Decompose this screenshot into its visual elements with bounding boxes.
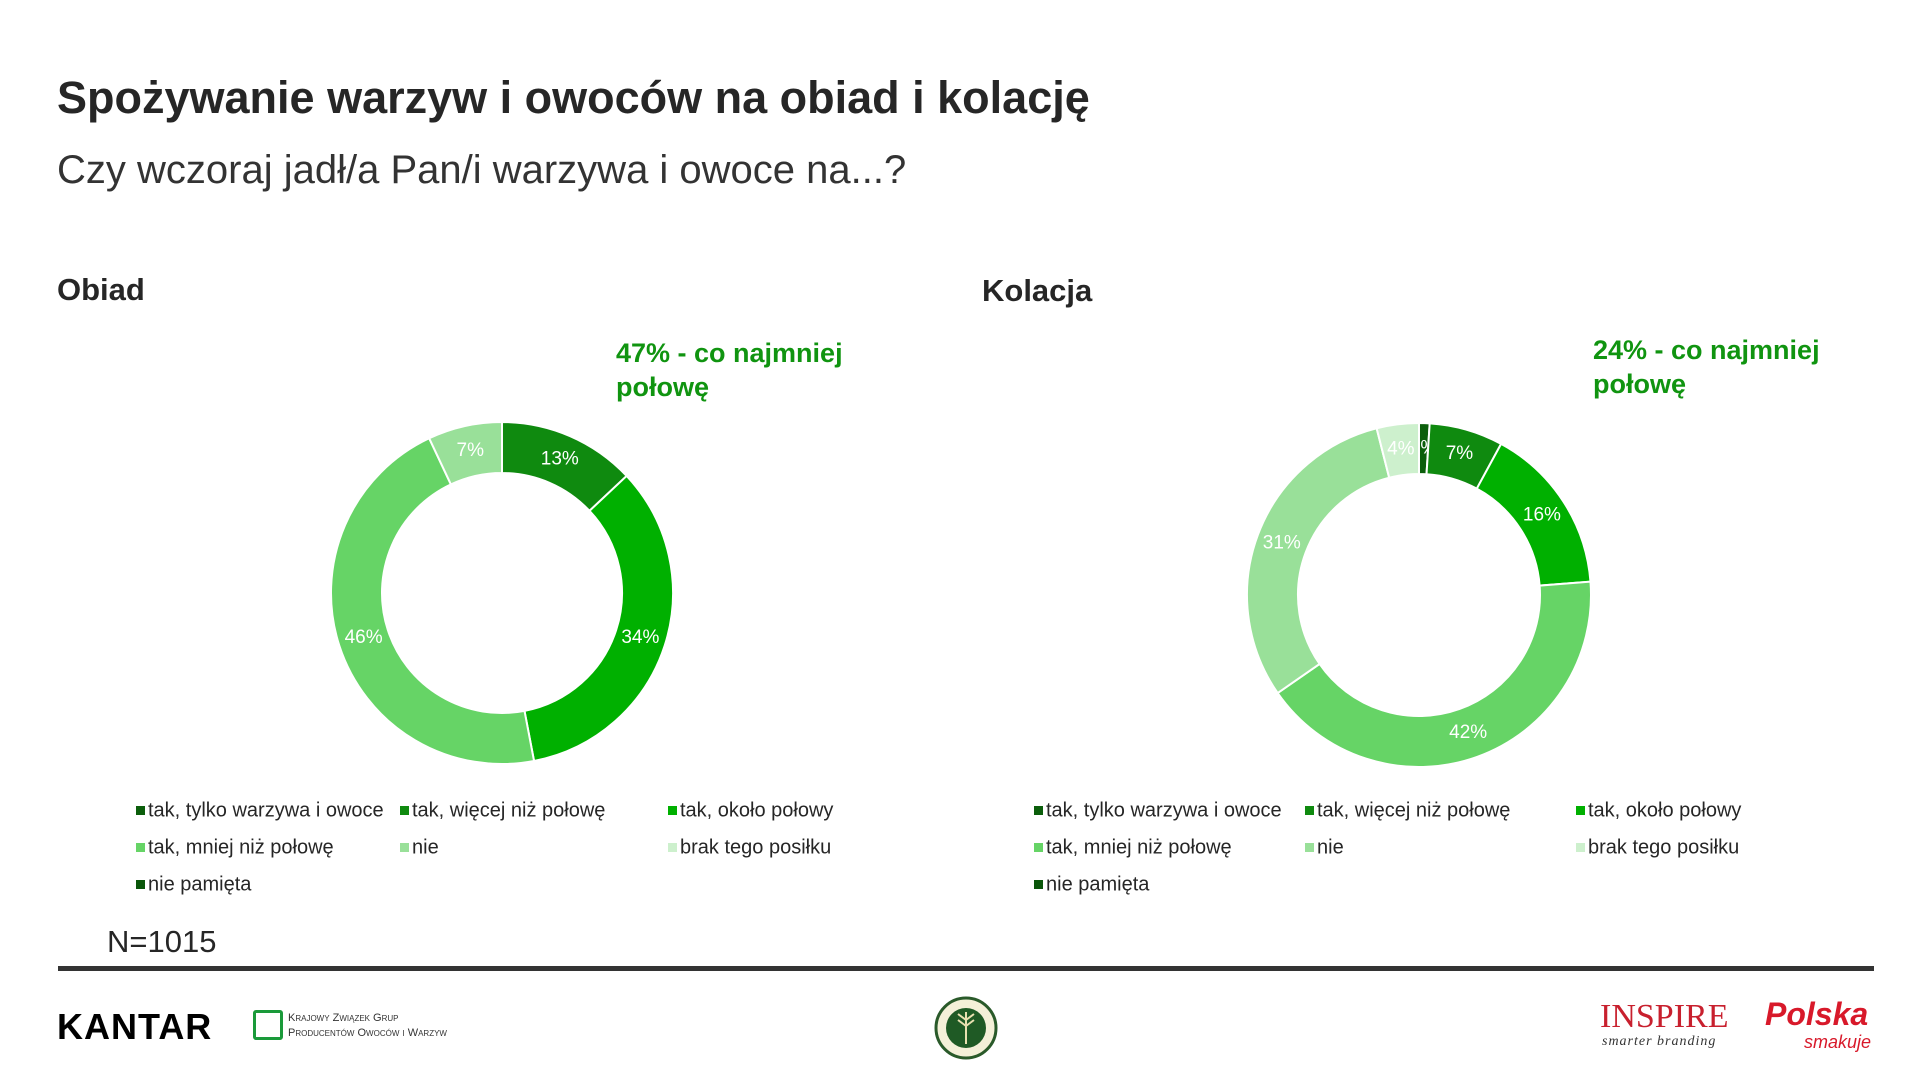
inspire-logo: INSPIRE — [1600, 998, 1729, 1035]
legend-swatch — [1576, 806, 1585, 815]
emblem-wheat — [957, 1012, 975, 1044]
legend-swatch — [1305, 843, 1314, 852]
legend-label: nie — [1317, 836, 1344, 858]
chart-title: Kolacja — [982, 273, 1093, 308]
legend-swatch — [136, 806, 145, 815]
kantar-logo: KANTAR — [57, 1006, 213, 1047]
data-label: 7% — [457, 440, 485, 461]
legend-label: tak, więcej niż połowę — [412, 799, 605, 821]
data-label: 4% — [1387, 439, 1415, 460]
data-label: 42% — [1449, 722, 1487, 743]
legend-label: tak, mniej niż połowę — [1046, 836, 1232, 858]
legend-swatch — [668, 843, 677, 852]
legend-label: tak, mniej niż połowę — [148, 836, 334, 858]
kzgpow-icon — [253, 1010, 283, 1040]
legend-swatch — [668, 806, 677, 815]
kzgpow-logo: Krajowy Związek Grup Producentów Owoców … — [288, 1011, 447, 1041]
kzgpow-line: Producentów Owoców i Warzyw — [288, 1027, 447, 1039]
legend-label: tak, więcej niż połowę — [1317, 799, 1510, 821]
donut-segment — [1276, 580, 1592, 768]
sample-note: N=1015 — [107, 924, 217, 959]
legend-label: tak, około połowy — [680, 799, 833, 821]
legend-swatch — [136, 880, 145, 889]
donut-segment — [427, 420, 503, 486]
annotation: 47% - co najmniej połowę — [616, 338, 843, 402]
legend-swatch — [1034, 880, 1043, 889]
divider — [58, 966, 1874, 971]
data-label: 46% — [345, 627, 383, 648]
donut-segment — [1246, 427, 1391, 695]
annotation: 24% - co najmniej połowę — [1593, 335, 1820, 399]
legend-swatch — [1034, 843, 1043, 852]
legend-label: tak, tylko warzywa i owoce — [148, 799, 384, 821]
legend-label: nie pamięta — [1046, 873, 1150, 895]
legend-label: nie pamięta — [148, 873, 252, 895]
legend-swatch — [1305, 806, 1314, 815]
data-label: 34% — [621, 627, 659, 648]
legend-swatch — [136, 843, 145, 852]
data-label: 16% — [1523, 504, 1561, 525]
legend-label: nie — [412, 836, 439, 858]
donut-segment — [330, 436, 536, 765]
inspire-tagline: smarter branding — [1602, 1034, 1717, 1049]
legend-swatch — [400, 843, 409, 852]
polska-logo: Polska — [1765, 996, 1869, 1032]
donut-segment — [1375, 421, 1420, 479]
data-label: 31% — [1263, 533, 1301, 554]
chart-title: Obiad — [57, 272, 145, 307]
legend-swatch — [1576, 843, 1585, 852]
legend-label: brak tego posiłku — [1588, 836, 1739, 858]
charts: 13% 34% 46% 7% tak, tylko warzywa i owoce tak… — [136, 420, 1741, 895]
kzgpow-line: Krajowy Związek Grup — [288, 1012, 399, 1024]
legend-label: tak, około połowy — [1588, 799, 1741, 821]
legend-label: tak, tylko warzywa i owoce — [1046, 799, 1282, 821]
data-label: 7% — [1446, 443, 1474, 464]
data-label: 13% — [541, 448, 579, 469]
donut-segment — [523, 474, 675, 763]
legend-label: brak tego posiłku — [680, 836, 831, 858]
page-title: Spożywanie warzyw i owoców na obiad i ko… — [57, 72, 1090, 123]
legend-swatch — [1034, 806, 1043, 815]
smakuje-logo: smakuje — [1804, 1032, 1872, 1052]
legend-swatch — [400, 806, 409, 815]
ministry-emblem — [934, 996, 998, 1060]
page-subtitle: Czy wczoraj jadł/a Pan/i warzywa i owoce… — [57, 148, 907, 192]
